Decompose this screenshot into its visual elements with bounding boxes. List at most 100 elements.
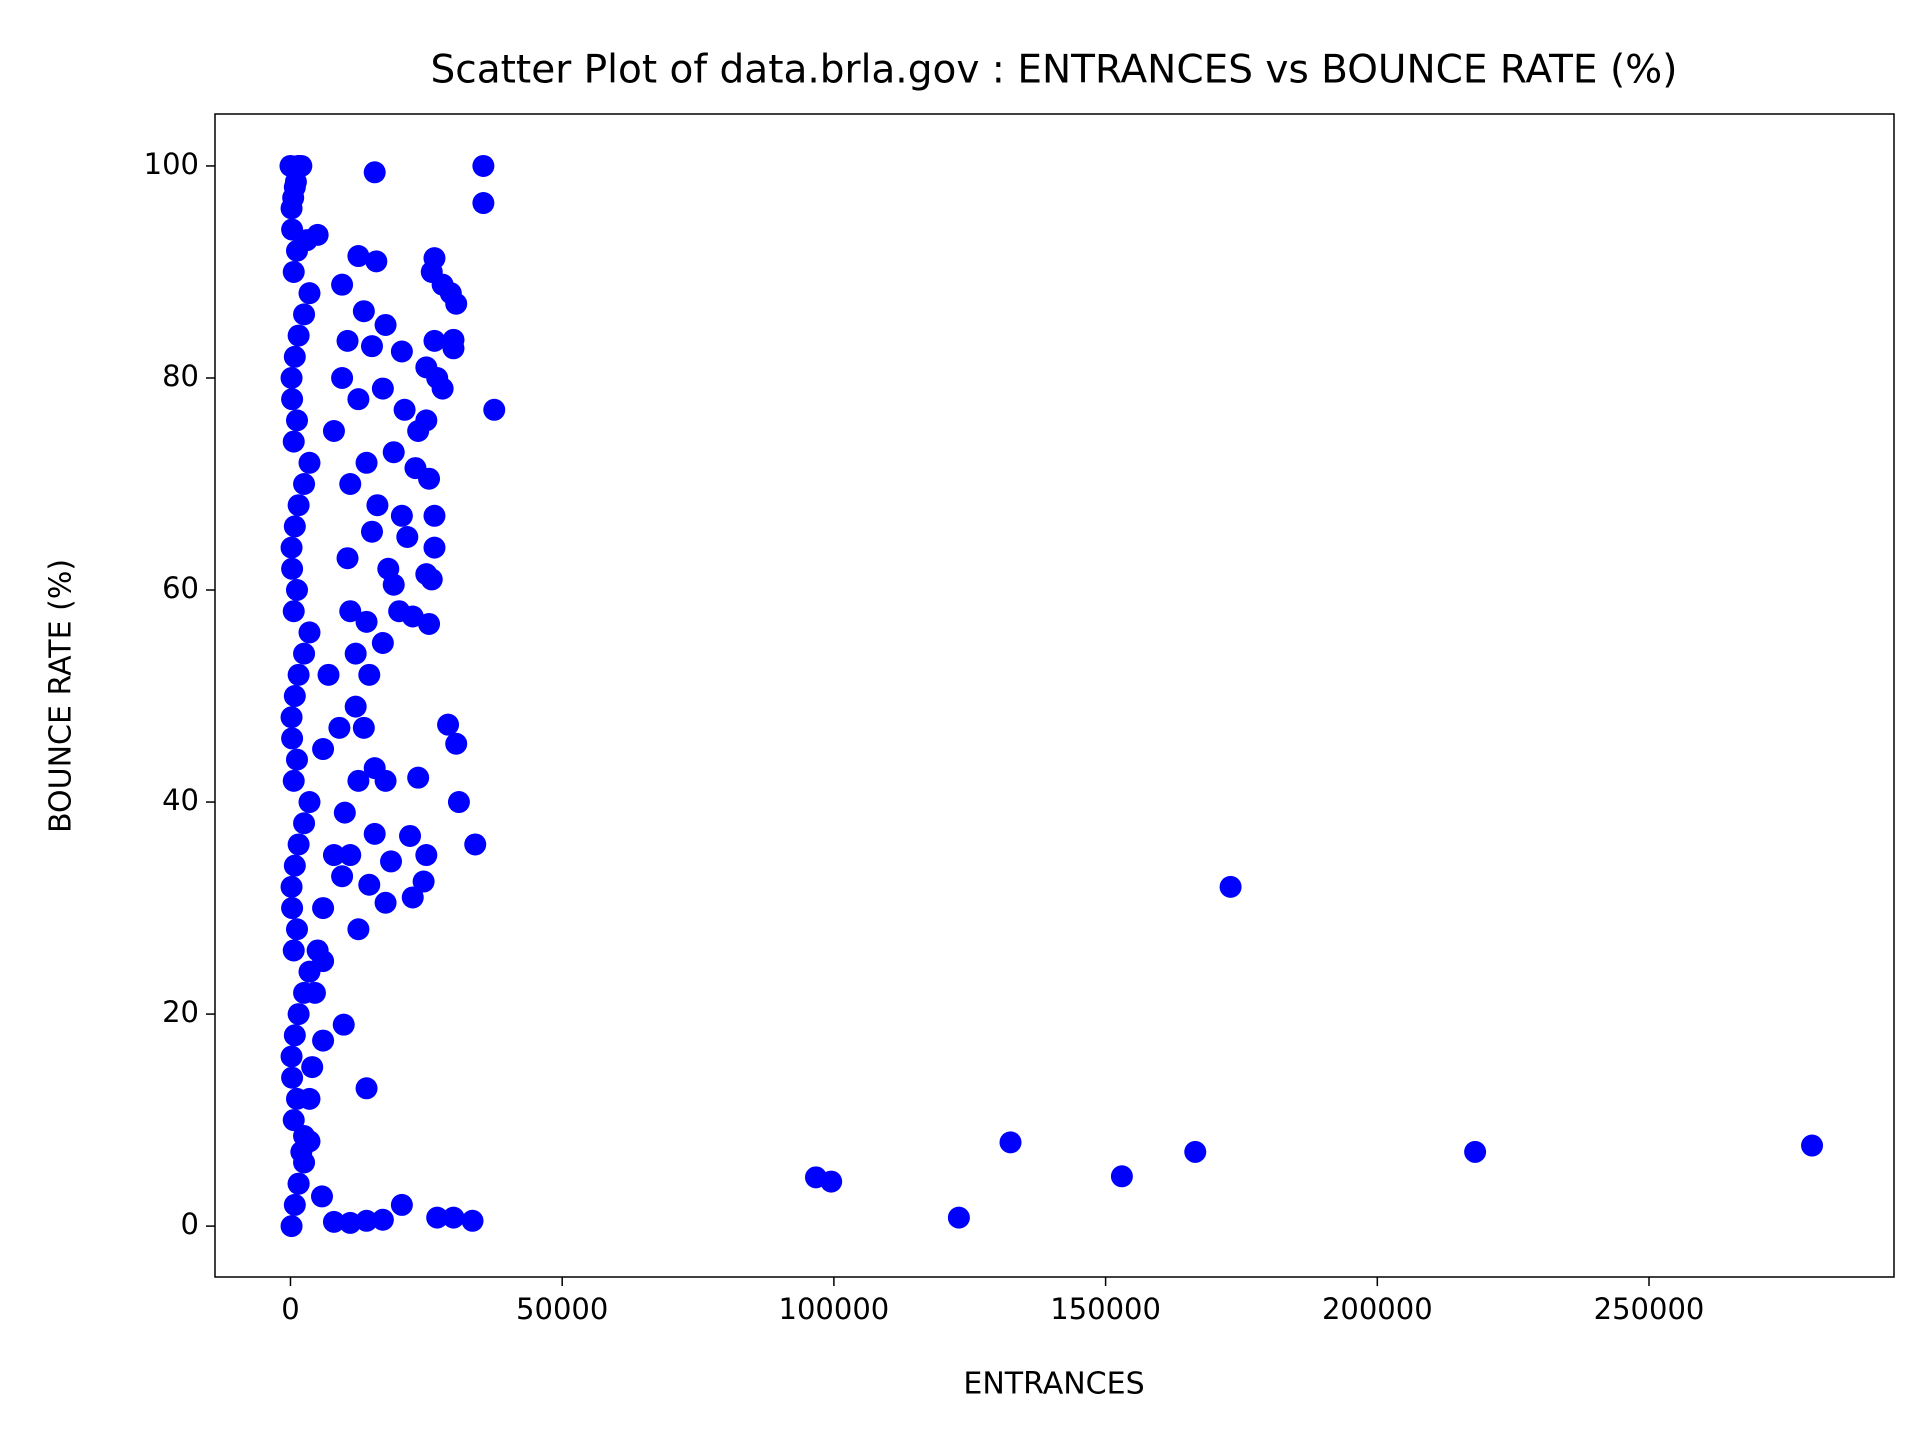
point — [382, 573, 405, 596]
point — [282, 260, 305, 283]
point — [332, 1013, 355, 1036]
point — [283, 515, 306, 538]
point — [412, 870, 435, 893]
point — [283, 1024, 306, 1047]
point — [287, 494, 310, 517]
point — [280, 1215, 303, 1238]
point — [390, 1193, 413, 1216]
point — [418, 612, 441, 635]
point — [287, 324, 310, 347]
point — [365, 250, 388, 273]
point — [820, 1170, 843, 1193]
point — [947, 1206, 970, 1229]
point — [281, 727, 304, 750]
point — [344, 695, 367, 718]
point — [374, 891, 397, 914]
point — [358, 873, 381, 896]
point — [382, 441, 405, 464]
point — [322, 844, 345, 867]
point — [1184, 1140, 1207, 1163]
y-tick-label: 0 — [181, 1207, 199, 1241]
point — [472, 154, 495, 177]
point — [280, 366, 303, 389]
point — [312, 738, 335, 761]
point — [423, 504, 446, 527]
point — [312, 897, 335, 920]
point — [285, 579, 308, 602]
point — [285, 918, 308, 941]
point — [423, 329, 446, 352]
x-tick-label: 250000 — [1594, 1292, 1705, 1326]
x-tick-label: 0 — [281, 1292, 299, 1326]
point — [423, 536, 446, 559]
point — [328, 716, 351, 739]
point — [366, 494, 389, 517]
point — [399, 824, 422, 847]
y-tick-label: 80 — [162, 359, 199, 393]
point — [293, 812, 316, 835]
point — [280, 706, 303, 729]
point — [287, 154, 310, 177]
point — [363, 757, 386, 780]
point — [331, 366, 354, 389]
x-tick-label: 100000 — [779, 1292, 890, 1326]
point — [437, 713, 460, 736]
point — [358, 663, 381, 686]
point — [390, 340, 413, 363]
point — [285, 409, 308, 432]
point — [355, 610, 378, 633]
point — [282, 600, 305, 623]
point — [401, 886, 424, 909]
point — [1219, 875, 1242, 898]
point — [282, 430, 305, 453]
point — [298, 451, 321, 474]
point — [344, 642, 367, 665]
point — [999, 1131, 1022, 1154]
point — [298, 621, 321, 644]
point — [347, 769, 370, 792]
point — [301, 1056, 324, 1079]
point — [371, 632, 394, 655]
x-tick-label: 50000 — [516, 1292, 608, 1326]
point — [431, 377, 454, 400]
point — [472, 192, 495, 215]
point — [339, 472, 362, 495]
point — [1464, 1140, 1487, 1163]
point — [336, 547, 359, 570]
point — [371, 1208, 394, 1231]
point — [298, 282, 321, 305]
point — [483, 398, 506, 421]
point — [339, 600, 362, 623]
point — [355, 1209, 378, 1232]
plot-frame — [214, 113, 1895, 1278]
point — [293, 642, 316, 665]
point — [352, 300, 375, 323]
y-tick-label: 20 — [162, 995, 199, 1029]
point — [363, 822, 386, 845]
point — [285, 239, 308, 262]
point — [285, 748, 308, 771]
point — [298, 960, 321, 983]
point — [287, 833, 310, 856]
point — [339, 844, 362, 867]
y-tick-label: 60 — [162, 571, 199, 605]
point — [317, 663, 340, 686]
point — [393, 398, 416, 421]
point — [281, 1066, 304, 1089]
point — [322, 1210, 345, 1233]
point — [336, 329, 359, 352]
x-tick-label: 150000 — [1050, 1292, 1161, 1326]
point — [445, 292, 468, 315]
point — [293, 303, 316, 326]
x-tick-label: 200000 — [1322, 1292, 1433, 1326]
point — [287, 1172, 310, 1195]
point — [283, 854, 306, 877]
point — [352, 716, 375, 739]
point — [390, 504, 413, 527]
y-axis-label: BOUNCE RATE (%) — [44, 559, 79, 833]
point — [282, 769, 305, 792]
point — [1801, 1134, 1824, 1157]
point — [360, 335, 383, 358]
point — [420, 568, 443, 591]
